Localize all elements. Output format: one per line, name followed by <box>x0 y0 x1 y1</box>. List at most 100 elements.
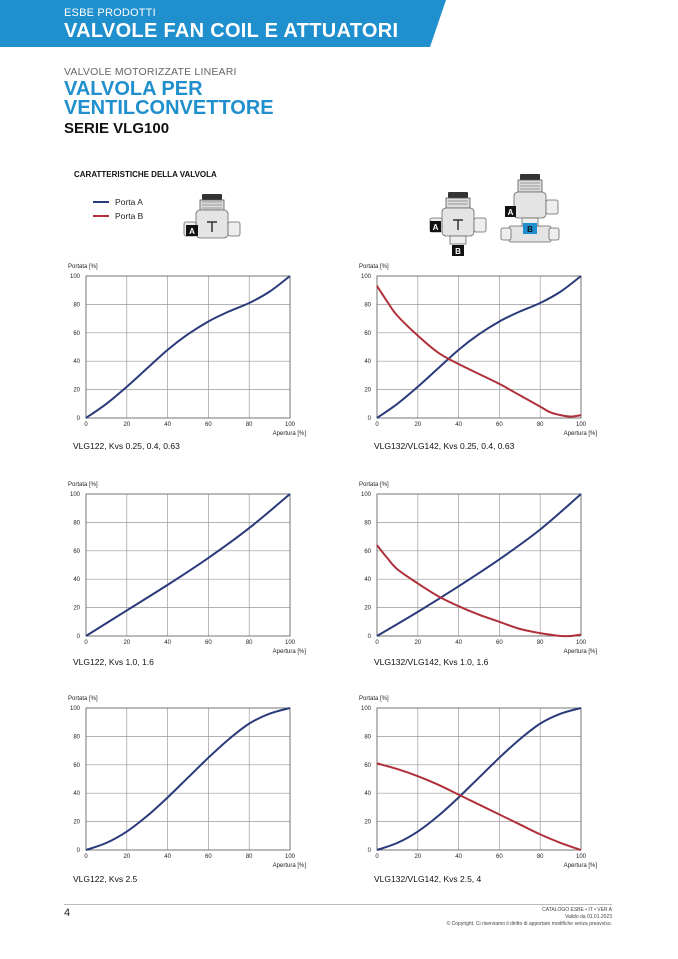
plot-frame <box>85 707 291 851</box>
x-tick-label: 100 <box>576 854 587 860</box>
x-tick-label: 40 <box>164 854 171 860</box>
valve-label-a: A <box>189 227 195 236</box>
y-tick-label: 40 <box>364 577 371 583</box>
y-tick-label: 80 <box>73 302 80 308</box>
plot-frame <box>376 707 582 851</box>
x-tick-label: 0 <box>84 422 88 428</box>
footer-catalog: CATALOGO ESBE • IT • VER A <box>542 907 612 913</box>
x-axis-label: Apertura [%] <box>273 863 307 869</box>
plot-frame <box>85 275 291 419</box>
chart-vlg132-large: 0 0 20 20 40 40 60 60 80 80 100 100 Portata [%] Apert… <box>349 690 609 890</box>
x-tick-label: 80 <box>537 422 544 428</box>
x-tick-label: 0 <box>375 854 379 860</box>
chart-svg: 00 20 20 40 40 60 60 80 80 100 100 Portata [%] Apert… <box>359 482 597 655</box>
x-tick-label: 0 <box>84 854 88 860</box>
y-tick-label: 0 <box>77 416 81 422</box>
y-tick-label: 40 <box>364 791 371 797</box>
series-line-porta-a <box>85 275 291 419</box>
series-name: SERIE VLG100 <box>64 120 170 137</box>
y-tick-label: 20 <box>73 820 80 826</box>
valve-3way-label-a: A <box>433 223 439 232</box>
banner-category: ESBE PRODOTTI <box>64 7 156 19</box>
valve-vert-label-a: A <box>508 208 514 217</box>
y-tick-label: 100 <box>361 706 372 712</box>
y-tick-label: 40 <box>73 359 80 365</box>
product-title-line2: VENTILCONVETTORE <box>64 97 274 119</box>
y-axis-label: Portata [%] <box>359 264 389 270</box>
y-tick-label: 40 <box>73 791 80 797</box>
plot-frame <box>85 493 291 637</box>
x-tick-label: 100 <box>285 854 296 860</box>
y-tick-label: 0 <box>77 848 81 854</box>
x-tick-label: 20 <box>414 854 421 860</box>
chart-vlg132-small: 0 0 20 20 40 40 60 60 80 80 100 100 Portata [%] Apert… <box>349 258 609 458</box>
chart-svg: 00 20 20 40 40 60 60 80 80 100 100 Portata [%] Apert… <box>68 482 306 655</box>
x-tick-label: 40 <box>164 422 171 428</box>
x-tick-label: 20 <box>123 422 130 428</box>
series-line-porta-b <box>376 285 582 418</box>
y-tick-label: 80 <box>73 734 80 740</box>
x-tick-label: 60 <box>496 422 503 428</box>
y-tick-label: 20 <box>73 388 80 394</box>
x-tick-label: 60 <box>496 640 503 646</box>
x-tick-label: 60 <box>496 854 503 860</box>
x-tick-label: 40 <box>455 422 462 428</box>
x-tick-label: 20 <box>123 854 130 860</box>
footer-validity: Valido da 01.01.2023 <box>565 914 612 920</box>
valve-2way-illustration: A <box>182 192 242 250</box>
y-tick-label: 60 <box>364 549 371 555</box>
x-tick-label: 60 <box>205 422 212 428</box>
x-tick-label: 80 <box>537 640 544 646</box>
x-tick-label: 20 <box>414 640 421 646</box>
x-axis-label: Apertura [%] <box>564 863 598 869</box>
chart-svg: 00 20 20 40 40 60 60 80 80 100 100 Portata [%] Apert… <box>68 264 306 437</box>
x-tick-label: 60 <box>205 854 212 860</box>
y-tick-label: 80 <box>364 734 371 740</box>
chart-svg: 00 20 20 40 40 60 60 80 80 100 100 Portata [%] Apert… <box>68 696 307 869</box>
x-tick-label: 0 <box>375 640 379 646</box>
legend-item-porta-a: Porta A <box>93 195 143 209</box>
y-tick-label: 0 <box>368 634 372 640</box>
y-tick-label: 60 <box>73 331 80 337</box>
y-tick-label: 40 <box>364 359 371 365</box>
y-axis-label: Portata [%] <box>359 696 389 702</box>
x-tick-label: 80 <box>246 422 253 428</box>
valve-3way-label-b: B <box>455 247 461 256</box>
series-line-porta-a <box>376 707 582 851</box>
chart-caption: VLG122, Kvs 2.5 <box>73 874 138 884</box>
chart-caption: VLG132/VLG142, Kvs 1.0, 1.6 <box>374 657 489 667</box>
y-tick-label: 100 <box>70 492 81 498</box>
y-tick-label: 80 <box>73 520 80 526</box>
valve-3way-vertical-illustration: A B <box>499 172 561 260</box>
x-tick-label: 100 <box>285 422 296 428</box>
y-tick-label: 20 <box>364 606 371 612</box>
legend-label-b: Porta B <box>115 211 144 221</box>
plot-frame <box>376 275 582 419</box>
y-tick-label: 40 <box>73 577 80 583</box>
legend-swatch-a <box>93 201 109 203</box>
y-tick-label: 0 <box>368 416 372 422</box>
x-tick-label: 60 <box>205 640 212 646</box>
y-tick-label: 0 <box>77 634 81 640</box>
y-tick-label: 20 <box>73 606 80 612</box>
chart-caption: VLG132/VLG142, Kvs 0.25, 0.4, 0.63 <box>374 441 515 451</box>
y-tick-label: 60 <box>364 331 371 337</box>
chart-caption: VLG122, Kvs 0.25, 0.4, 0.63 <box>73 441 180 451</box>
product-title-line1: VALVOLA PER <box>64 78 203 100</box>
chart-vlg132-medium: 0 0 20 20 40 40 60 60 80 80 100 100 Portata [%] Apert… <box>349 476 609 676</box>
x-tick-label: 80 <box>246 854 253 860</box>
series-line-porta-a <box>376 275 582 419</box>
y-tick-label: 100 <box>361 492 372 498</box>
x-tick-label: 40 <box>164 640 171 646</box>
y-tick-label: 60 <box>364 763 371 769</box>
banner-title: VALVOLE FAN COIL E ATTUATORI <box>64 20 399 42</box>
legend: Porta A Porta B <box>93 195 143 223</box>
x-tick-label: 40 <box>455 854 462 860</box>
product-subtitle: VALVOLE MOTORIZZATE LINEARI <box>64 66 237 78</box>
y-axis-label: Portata [%] <box>68 264 98 270</box>
chart-svg: 00 20 20 40 40 60 60 80 80 100 100 Portata [%] Apert… <box>359 264 597 437</box>
header-banner: ESBE PRODOTTI VALVOLE FAN COIL E ATTUATO… <box>0 0 446 47</box>
x-tick-label: 100 <box>576 640 587 646</box>
x-tick-label: 0 <box>375 422 379 428</box>
y-tick-label: 60 <box>73 763 80 769</box>
